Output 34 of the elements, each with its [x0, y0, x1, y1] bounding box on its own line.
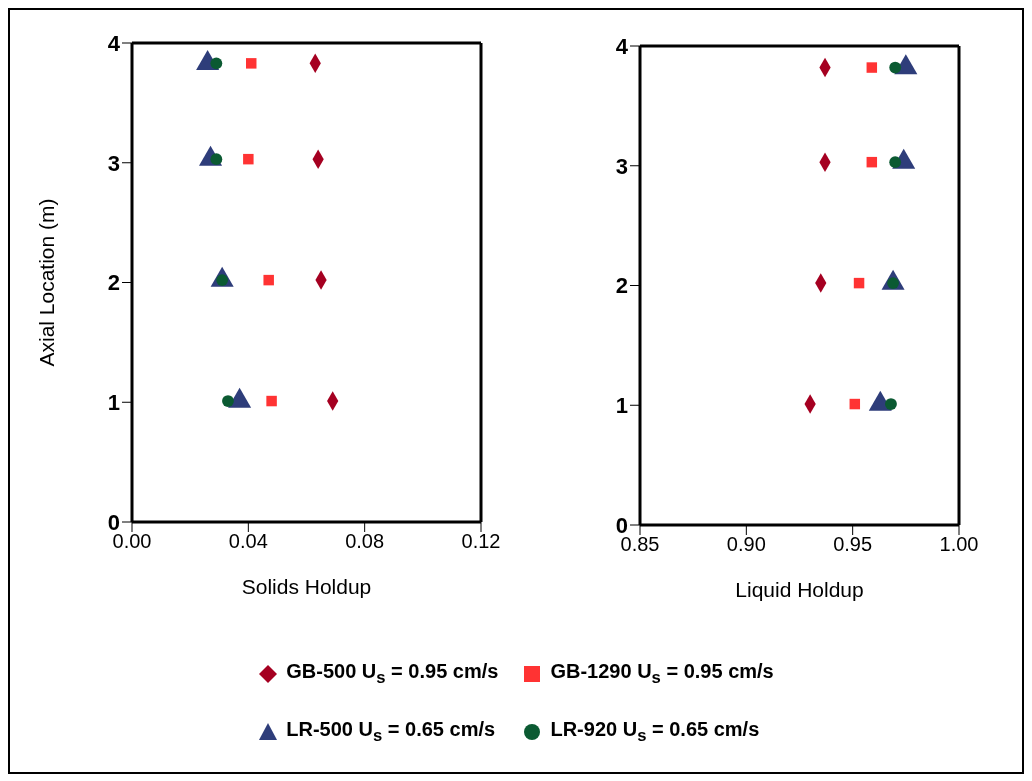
- point: [222, 395, 234, 407]
- x-tick-label: 0.12: [461, 530, 501, 553]
- y-tick-label: 1: [615, 393, 628, 419]
- x-axis-title: Liquid Holdup: [735, 578, 864, 601]
- point: [889, 156, 902, 169]
- y-tick-label: 3: [615, 153, 628, 179]
- y-tick-label: 3: [107, 150, 120, 176]
- y-tick-label: 2: [107, 270, 120, 296]
- legend-label: LR-500 U$_{s}$ = 0.65 cm/s: [286, 718, 496, 746]
- legend-label: GB-500 U$_{s}$ = 0.95 cm/s: [286, 660, 499, 688]
- point: [266, 395, 277, 407]
- x-tick-label: 0.95: [833, 533, 873, 556]
- point: [243, 153, 254, 165]
- point: [849, 398, 861, 410]
- x-axis-title: Solids Holdup: [241, 575, 372, 598]
- x-tick-label: 0.08: [345, 530, 385, 553]
- y-tick-label: 4: [615, 33, 629, 59]
- x-tick-label: 0.04: [228, 530, 268, 553]
- point: [866, 62, 878, 73]
- point: [246, 58, 257, 69]
- x-tick-label: 0.90: [726, 533, 766, 556]
- y-axis-title: Axial Location (m): [35, 198, 59, 367]
- y-tick-label: 2: [615, 273, 628, 299]
- point: [885, 398, 897, 410]
- point: [263, 274, 274, 286]
- point: [853, 277, 865, 289]
- point: [866, 156, 878, 168]
- point: [889, 61, 902, 74]
- legend-label: GB-1290 U$_{s}$ = 0.95 cm/s: [550, 660, 774, 688]
- y-tick-label: 4: [107, 30, 121, 56]
- y-tick-label: 1: [107, 390, 120, 416]
- legend-label: LR-920 U$_{s}$ = 0.65 cm/s: [550, 718, 760, 746]
- x-tick-label: 1.00: [939, 533, 979, 556]
- point: [210, 57, 223, 70]
